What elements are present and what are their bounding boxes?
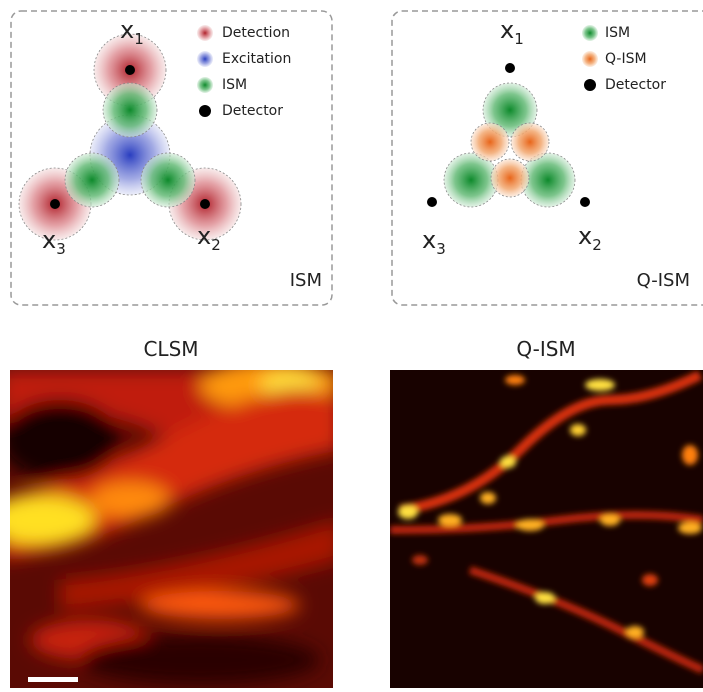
point-label: x3 [422, 226, 446, 258]
qism-panel: x1 x2 x3 ISM Q-ISM Detector Q-ISM [392, 11, 703, 305]
legend-label: Detector [222, 103, 283, 119]
point-label: x1 [120, 16, 144, 48]
figure: x1 x2 x3 Detection Excitation ISM Detect… [0, 0, 703, 688]
point-label: x2 [578, 222, 602, 254]
clsm-image [0, 360, 340, 688]
point-label: x1 [500, 16, 524, 48]
legend-label: ISM [605, 25, 630, 41]
legend-label: Detection [222, 25, 290, 41]
qism-image [390, 370, 703, 688]
legend-label: Q-ISM [605, 51, 647, 67]
image-title: CLSM [143, 337, 198, 361]
legend-label: Excitation [222, 51, 291, 67]
panel-label: Q-ISM [637, 270, 690, 291]
image-title: Q-ISM [516, 337, 575, 361]
ism-panel: x1 x2 x3 Detection Excitation ISM Detect… [11, 11, 332, 305]
legend-label: Detector [605, 77, 666, 93]
legend-label: ISM [222, 77, 247, 93]
panel-label: ISM [290, 270, 322, 291]
